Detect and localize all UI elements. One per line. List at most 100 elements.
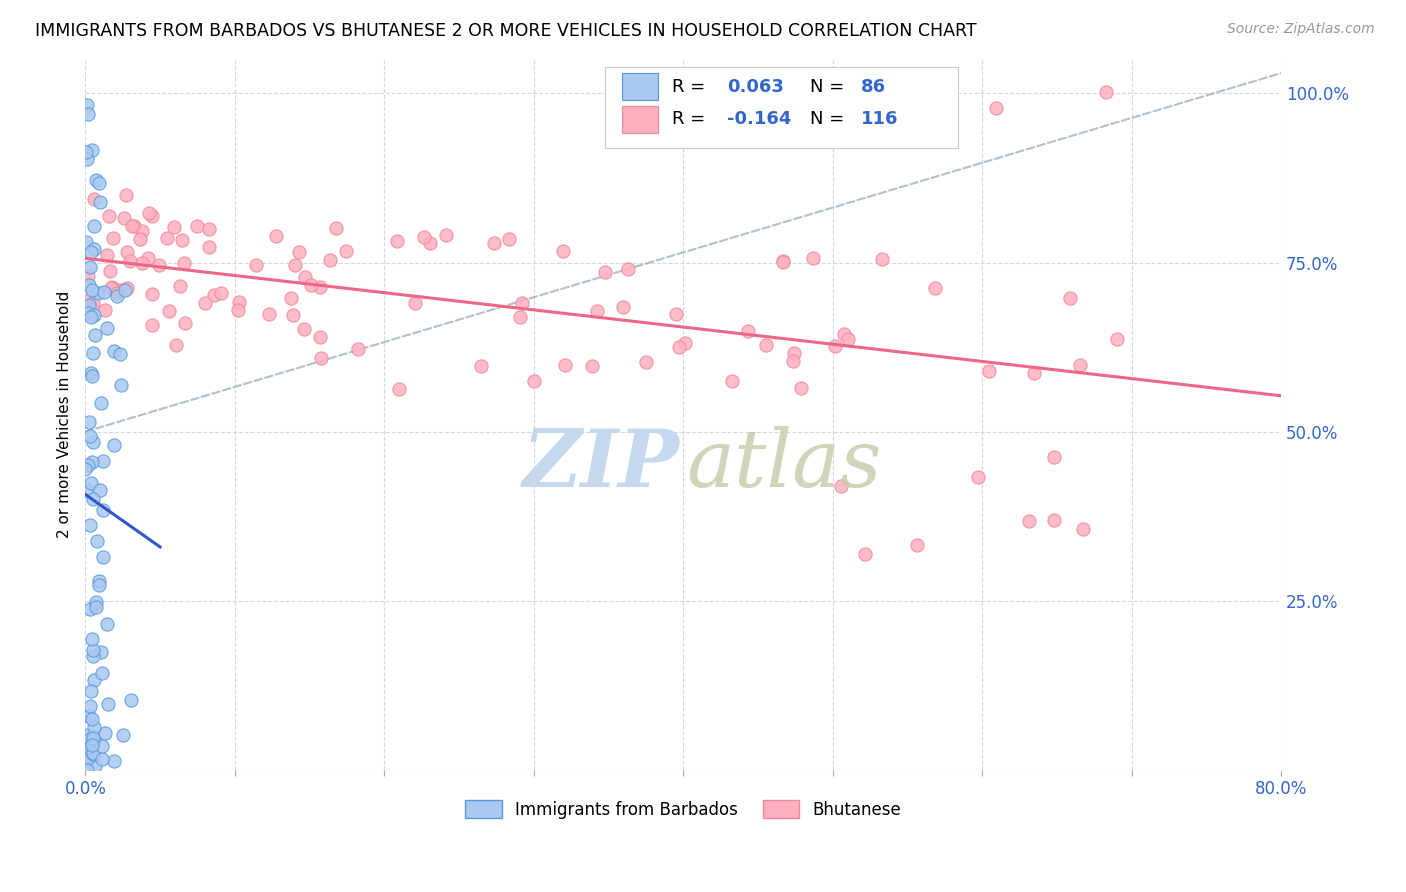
Text: 116: 116 (862, 111, 898, 128)
Point (84, 594, 107, 608)
Point (86, 534, 108, 549)
Point (870, 252, 893, 266)
Point (79, 298, 101, 312)
Point (77, 269, 100, 284)
Point (173, 256, 195, 270)
Point (617, 261, 640, 276)
Point (783, 346, 806, 360)
Point (165, 337, 187, 351)
Point (83, 720, 105, 734)
Point (155, 231, 177, 245)
Point (120, 254, 142, 268)
Point (634, 355, 657, 369)
Point (830, 479, 852, 493)
Point (593, 265, 616, 279)
Point (105, 288, 128, 302)
Point (83, 327, 105, 342)
Point (75, 483, 97, 498)
Point (259, 307, 281, 321)
Point (82, 747, 104, 761)
Point (111, 728, 134, 742)
Point (75, 235, 97, 249)
Text: R =: R = (672, 111, 711, 128)
Point (419, 235, 441, 250)
Point (87, 574, 110, 589)
Point (294, 270, 316, 285)
Point (93, 303, 115, 318)
Point (75, 750, 97, 764)
Point (101, 280, 124, 294)
Point (1073, 522, 1095, 536)
Point (79, 517, 101, 532)
Point (228, 294, 250, 309)
Point (186, 219, 208, 233)
Point (79, 260, 101, 275)
Point (82, 435, 104, 450)
Point (103, 754, 125, 768)
Point (283, 258, 305, 272)
Point (77, 298, 100, 312)
Point (498, 232, 520, 246)
Point (80, 245, 103, 260)
Point (87, 578, 110, 592)
Point (202, 287, 225, 301)
Point (89, 194, 111, 209)
Point (141, 209, 163, 223)
Point (96, 248, 118, 262)
Point (141, 286, 163, 301)
Point (108, 347, 131, 361)
Point (117, 281, 139, 295)
Point (122, 219, 145, 233)
Point (1043, 513, 1066, 527)
Point (80, 712, 103, 726)
Point (924, 281, 946, 295)
Point (554, 358, 576, 372)
Point (77, 277, 100, 292)
Point (82, 731, 104, 746)
Point (801, 251, 824, 265)
Point (482, 235, 505, 250)
Point (82, 649, 104, 664)
Point (75, 145, 97, 160)
Point (754, 338, 776, 352)
Point (121, 219, 143, 233)
Text: 86: 86 (862, 78, 886, 95)
Point (129, 232, 152, 246)
Point (82, 492, 104, 507)
Point (228, 302, 250, 317)
Point (80, 366, 103, 380)
Point (108, 284, 131, 298)
Point (721, 374, 744, 388)
Point (76, 752, 98, 766)
Point (1043, 450, 1066, 465)
Point (82, 642, 104, 657)
Point (311, 351, 333, 365)
Point (98, 264, 121, 278)
Point (76, 107, 98, 121)
Text: N =: N = (810, 111, 849, 128)
Point (100, 280, 122, 294)
Point (824, 339, 846, 353)
Point (266, 228, 288, 243)
Point (83, 733, 105, 747)
Point (198, 222, 221, 236)
Point (522, 374, 544, 388)
Point (673, 336, 696, 351)
Point (89, 483, 111, 498)
Point (96, 321, 118, 335)
Point (94, 726, 117, 740)
Point (163, 219, 186, 234)
Point (868, 104, 890, 119)
Point (169, 279, 191, 293)
Point (131, 224, 153, 238)
Point (1094, 85, 1116, 99)
Point (772, 255, 794, 269)
Point (1059, 292, 1081, 306)
Point (82, 454, 104, 468)
Bar (623, 73, 658, 100)
Point (90, 739, 112, 753)
Text: atlas: atlas (686, 425, 882, 503)
Point (97, 209, 120, 223)
Point (388, 382, 411, 396)
Point (77, 306, 100, 320)
